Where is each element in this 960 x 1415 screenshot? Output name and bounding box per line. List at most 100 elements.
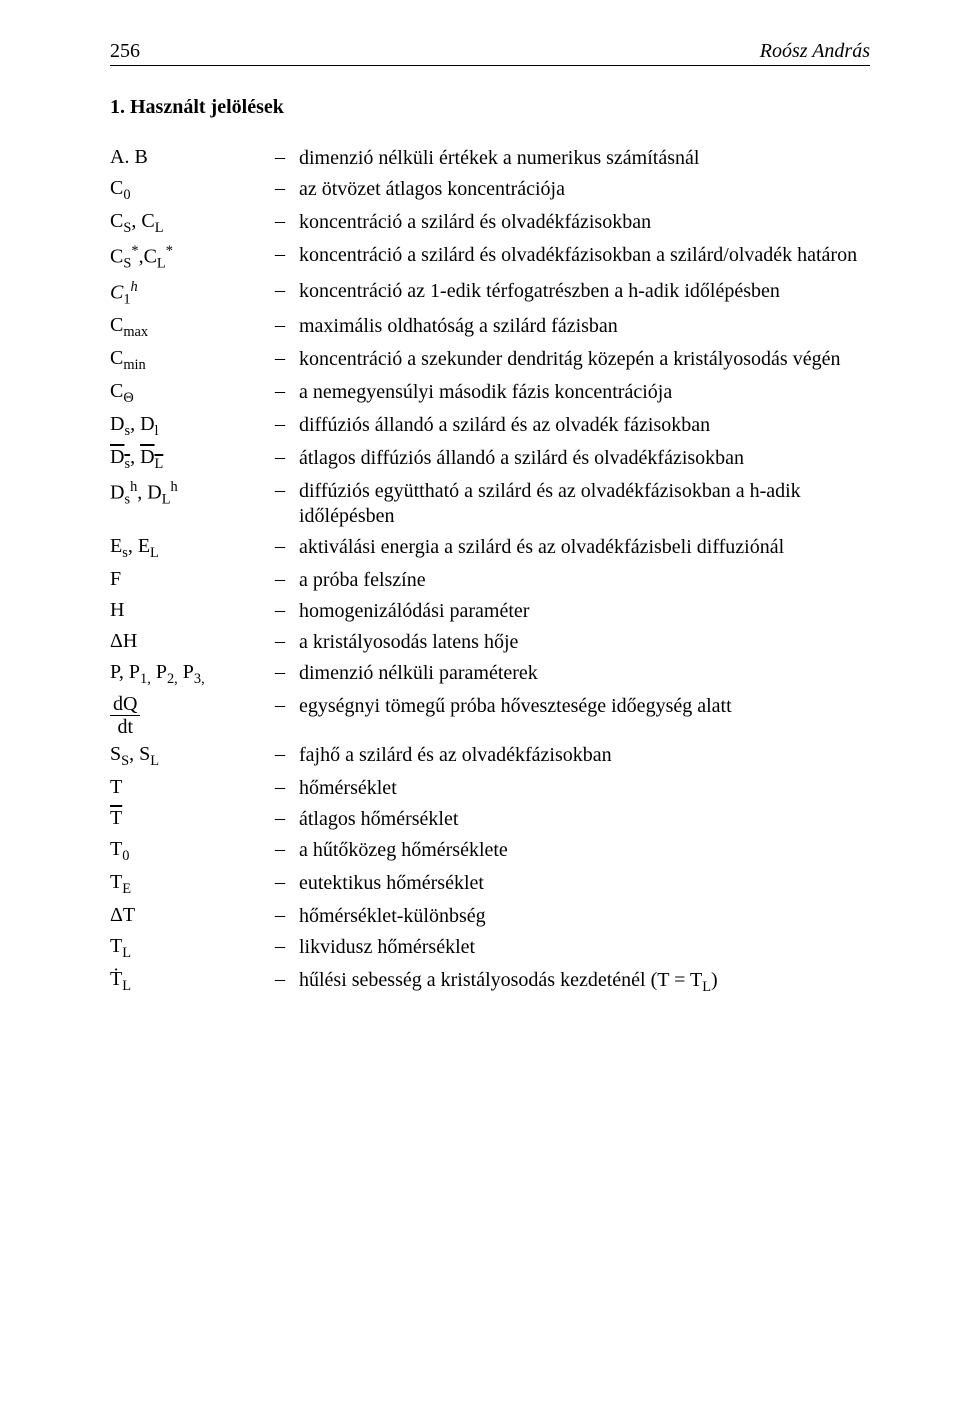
- symbol-cell: CΘ: [110, 377, 275, 410]
- table-row: Ds, Dl–diffúziós állandó a szilárd és az…: [110, 410, 870, 443]
- description-cell: aktiválási energia a szilárd és az olvad…: [299, 532, 870, 565]
- table-row: CS, CL–koncentráció a szilárd és olvadék…: [110, 207, 870, 240]
- symbol-cell: CS, CL: [110, 207, 275, 240]
- table-row: Ds, DL–átlagos diffúziós állandó a szilá…: [110, 443, 870, 476]
- dash-cell: –: [275, 627, 299, 658]
- symbol-cell: ΔT: [110, 901, 275, 932]
- symbol-cell: P, P1, P2, P3,: [110, 658, 275, 691]
- symbol-cell: C1h: [110, 276, 275, 312]
- table-row: C0–az ötvözet átlagos koncentrációja: [110, 174, 870, 207]
- dash-cell: –: [275, 207, 299, 240]
- table-row: TE–eutektikus hőmérséklet: [110, 868, 870, 901]
- dash-cell: –: [275, 901, 299, 932]
- symbol-cell: TL: [110, 932, 275, 965]
- table-row: Dsh, DLh–diffúziós együttható a szilárd …: [110, 476, 870, 532]
- table-row: P, P1, P2, P3,–dimenzió nélküli paraméte…: [110, 658, 870, 691]
- description-cell: homogenizálódási paraméter: [299, 596, 870, 627]
- symbol-cell: T: [110, 804, 275, 835]
- dash-cell: –: [275, 344, 299, 377]
- description-cell: átlagos hőmérséklet: [299, 804, 870, 835]
- symbol-cell: Ds, Dl: [110, 410, 275, 443]
- table-row: H–homogenizálódási paraméter: [110, 596, 870, 627]
- table-row: ṪL–hűlési sebesség a kristályosodás kezd…: [110, 965, 870, 999]
- symbol-cell: T: [110, 773, 275, 804]
- description-cell: a kristályosodás latens hője: [299, 627, 870, 658]
- dash-cell: –: [275, 532, 299, 565]
- dash-cell: –: [275, 691, 299, 740]
- description-cell: koncentráció a szilárd és olvadékfázisok…: [299, 240, 870, 276]
- description-cell: dimenzió nélküli értékek a numerikus szá…: [299, 143, 870, 174]
- table-row: Cmin–koncentráció a szekunder dendritág …: [110, 344, 870, 377]
- description-cell: maximális oldhatóság a szilárd fázisban: [299, 311, 870, 344]
- table-row: T–átlagos hőmérséklet: [110, 804, 870, 835]
- description-cell: hőmérséklet-különbség: [299, 901, 870, 932]
- dash-cell: –: [275, 565, 299, 596]
- dash-cell: –: [275, 932, 299, 965]
- dash-cell: –: [275, 174, 299, 207]
- dash-cell: –: [275, 773, 299, 804]
- symbol-cell: H: [110, 596, 275, 627]
- definitions-table: A. B–dimenzió nélküli értékek a numeriku…: [110, 143, 870, 999]
- dash-cell: –: [275, 868, 299, 901]
- symbol-cell: Ds, DL: [110, 443, 275, 476]
- symbol-cell: dQdt: [110, 691, 275, 740]
- dash-cell: –: [275, 311, 299, 344]
- table-row: Cmax–maximális oldhatóság a szilárd fázi…: [110, 311, 870, 344]
- table-row: CΘ–a nemegyensúlyi második fázis koncent…: [110, 377, 870, 410]
- table-row: SS, SL–fajhő a szilárd és az olvadékfázi…: [110, 740, 870, 773]
- table-row: A. B–dimenzió nélküli értékek a numeriku…: [110, 143, 870, 174]
- description-cell: diffúziós együttható a szilárd és az olv…: [299, 476, 870, 532]
- dash-cell: –: [275, 596, 299, 627]
- table-row: T–hőmérséklet: [110, 773, 870, 804]
- dash-cell: –: [275, 276, 299, 312]
- table-row: F–a próba felszíne: [110, 565, 870, 596]
- dash-cell: –: [275, 443, 299, 476]
- dash-cell: –: [275, 965, 299, 999]
- description-cell: az ötvözet átlagos koncentrációja: [299, 174, 870, 207]
- dash-cell: –: [275, 804, 299, 835]
- symbol-cell: Es, EL: [110, 532, 275, 565]
- dash-cell: –: [275, 658, 299, 691]
- section-heading: Használt jelölések: [130, 96, 284, 118]
- description-cell: a próba felszíne: [299, 565, 870, 596]
- description-cell: koncentráció az 1-edik térfogatrészben a…: [299, 276, 870, 312]
- page: 256 Roósz András 1. Használt jelölések A…: [0, 0, 960, 1415]
- symbol-cell: CS*,CL*: [110, 240, 275, 276]
- symbol-cell: SS, SL: [110, 740, 275, 773]
- description-cell: a nemegyensúlyi második fázis koncentrác…: [299, 377, 870, 410]
- description-cell: diffúziós állandó a szilárd és az olvadé…: [299, 410, 870, 443]
- table-row: Es, EL–aktiválási energia a szilárd és a…: [110, 532, 870, 565]
- section-number: 1.: [110, 96, 125, 118]
- description-cell: átlagos diffúziós állandó a szilárd és o…: [299, 443, 870, 476]
- dash-cell: –: [275, 377, 299, 410]
- page-number: 256: [110, 40, 140, 63]
- symbol-cell: Cmax: [110, 311, 275, 344]
- table-row: T0–a hűtőközeg hőmérséklete: [110, 835, 870, 868]
- dash-cell: –: [275, 143, 299, 174]
- table-row: TL–likvidusz hőmérséklet: [110, 932, 870, 965]
- symbol-cell: F: [110, 565, 275, 596]
- table-row: ΔT–hőmérséklet-különbség: [110, 901, 870, 932]
- description-cell: hőmérséklet: [299, 773, 870, 804]
- description-cell: a hűtőközeg hőmérséklete: [299, 835, 870, 868]
- dash-cell: –: [275, 476, 299, 532]
- running-header: 256 Roósz András: [110, 40, 870, 66]
- dash-cell: –: [275, 240, 299, 276]
- table-row: C1h–koncentráció az 1-edik térfogatrészb…: [110, 276, 870, 312]
- table-row: ΔH–a kristályosodás latens hője: [110, 627, 870, 658]
- description-cell: likvidusz hőmérséklet: [299, 932, 870, 965]
- symbol-cell: C0: [110, 174, 275, 207]
- symbol-cell: A. B: [110, 143, 275, 174]
- description-cell: eutektikus hőmérséklet: [299, 868, 870, 901]
- dash-cell: –: [275, 410, 299, 443]
- description-cell: hűlési sebesség a kristályosodás kezdeté…: [299, 965, 870, 999]
- dash-cell: –: [275, 740, 299, 773]
- description-cell: egységnyi tömegű próba hővesztesége időe…: [299, 691, 870, 740]
- symbol-cell: TE: [110, 868, 275, 901]
- author-name: Roósz András: [760, 40, 870, 63]
- symbol-cell: Dsh, DLh: [110, 476, 275, 532]
- symbol-cell: ṪL: [110, 965, 275, 999]
- table-row: dQdt–egységnyi tömegű próba hővesztesége…: [110, 691, 870, 740]
- description-cell: koncentráció a szilárd és olvadékfázisok…: [299, 207, 870, 240]
- description-cell: dimenzió nélküli paraméterek: [299, 658, 870, 691]
